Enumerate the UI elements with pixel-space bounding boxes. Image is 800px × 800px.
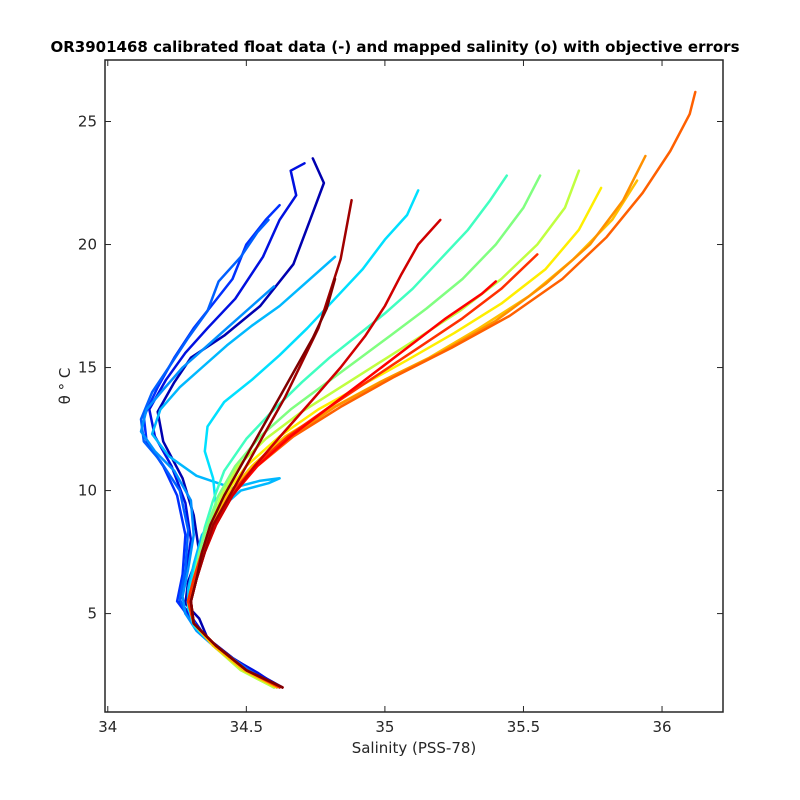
series-line-13 (186, 90, 697, 689)
series-line-1 (148, 162, 306, 689)
series-line-14 (186, 253, 539, 689)
plot-frame (104, 59, 724, 713)
x-tick-label: 36 (652, 718, 671, 736)
series-line-12 (186, 154, 647, 689)
series-line-8 (186, 174, 542, 689)
series-line-18 (189, 277, 337, 689)
series-line-10 (186, 186, 603, 689)
y-tick-label: 5 (87, 605, 97, 623)
series-line-3 (139, 218, 279, 689)
series-line-6 (186, 189, 420, 689)
y-tick-label: 15 (78, 359, 97, 377)
series-layer (139, 90, 697, 689)
series-line-4 (139, 285, 279, 689)
tick-layer: 34 34.5 35 35.5 36 5 10 15 20 25 (78, 60, 723, 736)
x-tick-label: 35 (375, 718, 394, 736)
chart-title: OR3901468 calibrated float data (-) and … (51, 38, 740, 56)
y-axis-label: θ ° C (56, 368, 74, 405)
x-tick-label: 34.5 (230, 718, 263, 736)
y-tick-label: 25 (78, 113, 97, 131)
y-tick-label: 10 (78, 482, 97, 500)
x-tick-label: 34 (98, 718, 117, 736)
y-tick-label: 20 (78, 236, 97, 254)
series-line-16 (189, 218, 442, 689)
series-line-7 (186, 174, 509, 689)
x-axis-label: Salinity (PSS-78) (352, 739, 477, 757)
x-tick-label: 35.5 (507, 718, 540, 736)
